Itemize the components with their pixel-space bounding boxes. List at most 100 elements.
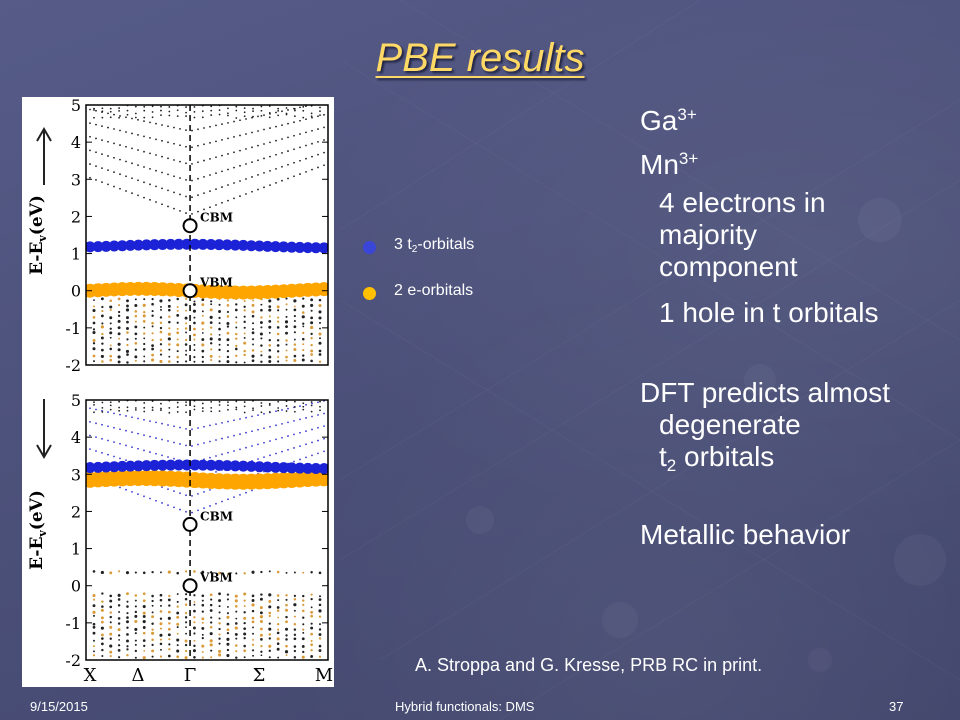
t2-orbital-point — [124, 460, 136, 472]
high-band-point — [260, 411, 263, 414]
conduction-band-point — [281, 124, 283, 127]
conduction-band-point — [185, 494, 187, 497]
conduction-band-point — [173, 159, 175, 161]
conduction-band-point — [323, 437, 325, 440]
valence-band-point — [100, 626, 104, 630]
valence-band-point — [302, 616, 305, 619]
conduction-band-point — [251, 415, 253, 418]
valence-band-point — [243, 353, 246, 357]
conduction-band-point — [311, 168, 313, 171]
high-band-point — [118, 109, 121, 112]
high-band-point — [151, 116, 154, 119]
high-band-point — [285, 410, 288, 412]
valence-band-point — [235, 303, 238, 306]
valence-band-point — [117, 593, 121, 597]
valence-band-point — [252, 638, 254, 641]
valence-band-point — [268, 622, 271, 625]
valence-band-point — [176, 309, 179, 312]
valence-band-point — [176, 605, 179, 608]
valence-band-point — [259, 611, 263, 615]
valence-band-point — [117, 648, 121, 652]
conduction-band-point — [287, 177, 289, 180]
conduction-band-point — [251, 190, 253, 193]
conduction-band-point — [95, 137, 97, 140]
high-band-point — [293, 406, 296, 408]
valence-band-point — [151, 611, 154, 614]
t2-orbital-point — [157, 459, 169, 471]
valence-band-point — [310, 309, 313, 312]
valence-band-point — [268, 331, 271, 334]
t2-orbital-point — [100, 461, 112, 473]
t2-orbital-point — [132, 460, 144, 472]
valence-band-point — [218, 348, 221, 352]
conduction-band-point — [257, 174, 259, 176]
conduction-band-point — [311, 428, 313, 431]
valence-band-point — [109, 594, 113, 598]
high-band-point — [185, 111, 187, 114]
valence-band-point — [268, 637, 271, 640]
valence-band-point — [318, 310, 322, 314]
valence-band-point — [125, 316, 129, 320]
high-band-point — [143, 116, 146, 119]
t2-orbital-point — [294, 462, 306, 474]
valence-band-point — [134, 619, 138, 624]
high-band-point — [176, 115, 179, 118]
valence-band-point — [142, 639, 146, 642]
high-band-point — [101, 406, 104, 409]
valence-band-point — [101, 310, 104, 313]
x-tick-label: Σ — [253, 665, 266, 686]
valence-band-point — [176, 571, 179, 575]
valence-band-point — [252, 328, 255, 331]
high-band-point — [143, 109, 146, 112]
valence-band-point — [185, 626, 187, 629]
valence-band-point — [318, 633, 322, 637]
conduction-band-point — [167, 173, 169, 176]
conduction-band-point — [119, 442, 121, 445]
valence-band-point — [143, 337, 146, 340]
valence-band-point — [109, 615, 112, 619]
valence-band-point — [142, 656, 146, 660]
conduction-band-point — [89, 135, 91, 138]
valence-band-point — [109, 605, 113, 609]
t2-orbital-point — [221, 460, 233, 472]
valence-band-point — [259, 619, 263, 623]
conduction-band-point — [203, 507, 205, 510]
valence-band-point — [100, 314, 104, 318]
valence-band-point — [318, 628, 322, 631]
conduction-band-point — [113, 455, 115, 458]
valence-band-point — [285, 598, 288, 601]
valence-band-point — [92, 308, 96, 313]
conduction-band-point — [125, 459, 127, 462]
conduction-band-point — [125, 116, 127, 119]
conduction-band-point — [167, 488, 169, 491]
conduction-band-point — [269, 454, 271, 457]
conduction-band-point — [215, 188, 217, 190]
valence-band-point — [302, 623, 305, 626]
valence-band-point — [268, 338, 271, 342]
valence-band-point — [285, 343, 288, 346]
valence-band-point — [168, 638, 171, 641]
high-band-point — [201, 402, 204, 405]
t2-orbital-point — [116, 240, 128, 252]
valence-band-point — [252, 654, 255, 657]
valence-band-point — [109, 632, 113, 636]
valence-band-point — [167, 304, 171, 308]
valence-band-point — [310, 325, 314, 330]
high-band-point — [118, 406, 121, 409]
valence-band-point — [243, 326, 246, 329]
valence-band-point — [293, 656, 297, 659]
conduction-band-point — [113, 142, 115, 145]
valence-band-point — [193, 343, 196, 346]
conduction-band-point — [305, 443, 307, 446]
valence-band-point — [159, 598, 163, 602]
valence-band-point — [125, 308, 130, 312]
conduction-band-point — [209, 456, 211, 459]
conduction-band-point — [107, 425, 109, 428]
valence-band-point — [159, 633, 163, 637]
valence-band-point — [218, 355, 221, 358]
valence-band-point — [243, 300, 246, 302]
valence-band-point — [201, 314, 204, 317]
t2-orbital-point — [229, 239, 241, 251]
conduction-band-point — [191, 179, 193, 182]
